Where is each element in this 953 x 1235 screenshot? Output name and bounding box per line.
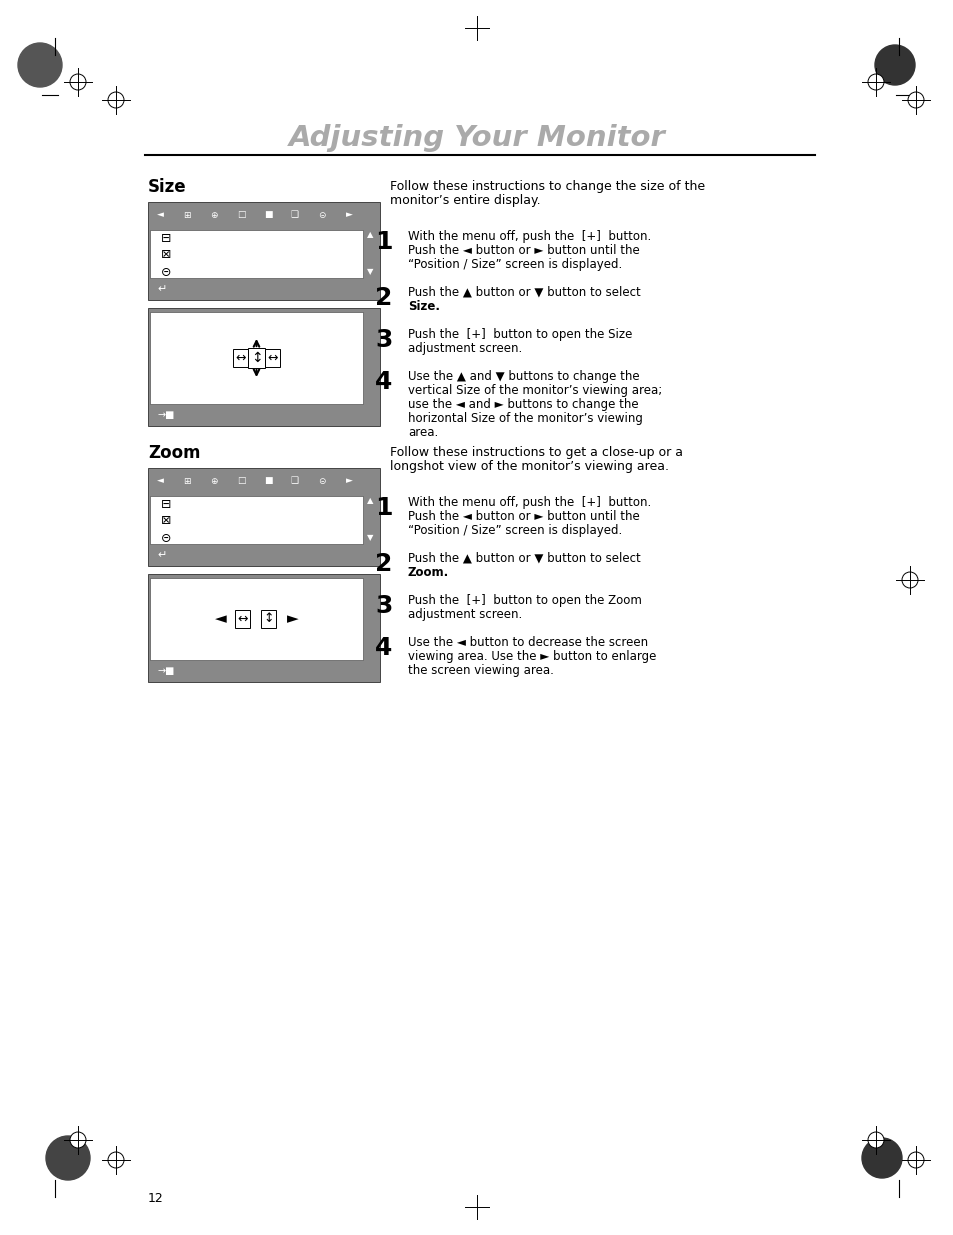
Text: Follow these instructions to get a close-up or a: Follow these instructions to get a close… — [390, 446, 682, 459]
Bar — [150, 230, 363, 278]
Text: □: □ — [236, 210, 245, 220]
Circle shape — [907, 1152, 923, 1168]
Text: “Position / Size” screen is displayed.: “Position / Size” screen is displayed. — [408, 258, 621, 270]
Text: ⊕: ⊕ — [210, 477, 217, 485]
Text: ❑: ❑ — [291, 210, 298, 220]
Bar — [148, 468, 379, 566]
Text: ►: ► — [345, 210, 352, 220]
Bar — [148, 203, 379, 300]
Text: ↔: ↔ — [237, 613, 248, 625]
Text: 4: 4 — [375, 370, 392, 394]
Text: 2: 2 — [375, 552, 392, 576]
Bar — [150, 312, 363, 404]
Text: ↵: ↵ — [157, 550, 167, 559]
Text: Zoom: Zoom — [148, 445, 200, 462]
Bar — [148, 574, 379, 682]
Text: 12: 12 — [148, 1192, 164, 1204]
Text: ⊟: ⊟ — [161, 498, 172, 510]
Circle shape — [108, 1152, 124, 1168]
Text: Push the ◄ button or ► button until the: Push the ◄ button or ► button until the — [408, 245, 639, 257]
Text: Use the ▲ and ▼ buttons to change the: Use the ▲ and ▼ buttons to change the — [408, 370, 639, 383]
Text: ⊠: ⊠ — [161, 515, 172, 527]
Text: 1: 1 — [375, 496, 392, 520]
Text: longshot view of the monitor’s viewing area.: longshot view of the monitor’s viewing a… — [390, 459, 668, 473]
Text: Push the ▲ button or ▼ button to select: Push the ▲ button or ▼ button to select — [408, 552, 640, 564]
Text: monitor’s entire display.: monitor’s entire display. — [390, 194, 540, 207]
Text: Size: Size — [148, 178, 187, 196]
Circle shape — [874, 44, 914, 85]
Text: ⊕: ⊕ — [210, 210, 217, 220]
Text: Follow these instructions to change the size of the: Follow these instructions to change the … — [390, 180, 704, 193]
Text: ■: ■ — [263, 477, 272, 485]
Text: ◄: ◄ — [156, 477, 163, 485]
Text: ►: ► — [345, 477, 352, 485]
Circle shape — [70, 74, 86, 90]
Text: →■: →■ — [157, 666, 174, 676]
Bar — [150, 496, 363, 543]
Text: With the menu off, push the  [+]  button.: With the menu off, push the [+] button. — [408, 230, 651, 243]
Circle shape — [901, 572, 917, 588]
Bar — [150, 578, 363, 659]
Text: ▼: ▼ — [366, 534, 373, 542]
Circle shape — [867, 1132, 883, 1149]
Text: Push the  [+]  button to open the Zoom: Push the [+] button to open the Zoom — [408, 594, 641, 606]
Text: Push the ◄ button or ► button until the: Push the ◄ button or ► button until the — [408, 510, 639, 522]
Text: ↕: ↕ — [263, 613, 274, 625]
Text: use the ◄ and ► buttons to change the: use the ◄ and ► buttons to change the — [408, 398, 638, 411]
Text: 4: 4 — [375, 636, 392, 659]
Bar — [148, 308, 379, 426]
Text: Use the ◄ button to decrease the screen: Use the ◄ button to decrease the screen — [408, 636, 647, 650]
Text: Adjusting Your Monitor: Adjusting Your Monitor — [288, 124, 665, 152]
Text: ⊝: ⊝ — [318, 477, 325, 485]
Text: the screen viewing area.: the screen viewing area. — [408, 664, 554, 677]
Text: ↔: ↔ — [235, 352, 246, 364]
Text: 3: 3 — [375, 329, 392, 352]
Text: ⊠: ⊠ — [161, 248, 172, 262]
Text: ⊞: ⊞ — [183, 210, 191, 220]
Circle shape — [18, 43, 62, 86]
Text: With the menu off, push the  [+]  button.: With the menu off, push the [+] button. — [408, 496, 651, 509]
Text: ⊟: ⊟ — [161, 231, 172, 245]
Text: 2: 2 — [375, 287, 392, 310]
Text: adjustment screen.: adjustment screen. — [408, 608, 521, 621]
Circle shape — [46, 1136, 90, 1179]
Text: ▼: ▼ — [366, 268, 373, 277]
Text: ◄: ◄ — [214, 611, 226, 626]
Circle shape — [867, 74, 883, 90]
Text: ►: ► — [286, 611, 298, 626]
Circle shape — [70, 1132, 86, 1149]
Text: “Position / Size” screen is displayed.: “Position / Size” screen is displayed. — [408, 524, 621, 537]
Text: □: □ — [236, 477, 245, 485]
Text: →■: →■ — [157, 410, 174, 420]
Text: ↕: ↕ — [251, 351, 262, 366]
Text: ▲: ▲ — [366, 231, 373, 240]
Text: ⊝: ⊝ — [161, 266, 172, 279]
Text: Zoom.: Zoom. — [408, 566, 449, 579]
Circle shape — [108, 91, 124, 107]
Text: Size.: Size. — [408, 300, 439, 312]
Circle shape — [907, 91, 923, 107]
Text: horizontal Size of the monitor’s viewing: horizontal Size of the monitor’s viewing — [408, 412, 642, 425]
Text: ■: ■ — [263, 210, 272, 220]
Text: area.: area. — [408, 426, 437, 438]
Text: ❑: ❑ — [291, 477, 298, 485]
Text: ↵: ↵ — [157, 284, 167, 294]
Text: ⊝: ⊝ — [318, 210, 325, 220]
Text: 3: 3 — [375, 594, 392, 618]
Text: ↔: ↔ — [267, 352, 277, 364]
Text: viewing area. Use the ► button to enlarge: viewing area. Use the ► button to enlarg… — [408, 650, 656, 663]
Text: ▲: ▲ — [366, 496, 373, 505]
Text: adjustment screen.: adjustment screen. — [408, 342, 521, 354]
Text: ◄: ◄ — [156, 210, 163, 220]
Text: ⊝: ⊝ — [161, 531, 172, 545]
Text: ⊞: ⊞ — [183, 477, 191, 485]
Text: Push the  [+]  button to open the Size: Push the [+] button to open the Size — [408, 329, 632, 341]
Circle shape — [862, 1137, 901, 1178]
Text: Push the ▲ button or ▼ button to select: Push the ▲ button or ▼ button to select — [408, 287, 640, 299]
Text: vertical Size of the monitor’s viewing area;: vertical Size of the monitor’s viewing a… — [408, 384, 661, 396]
Text: 1: 1 — [375, 230, 392, 254]
